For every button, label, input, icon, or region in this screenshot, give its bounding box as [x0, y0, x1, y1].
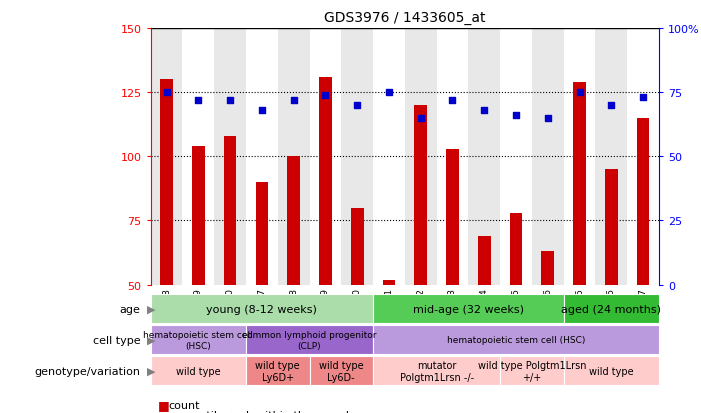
Bar — [246, 325, 373, 355]
Bar — [383, 280, 395, 285]
Bar — [437, 29, 468, 285]
Point — [224, 97, 236, 104]
Bar — [573, 83, 586, 285]
Text: aged (24 months): aged (24 months) — [562, 304, 661, 314]
Text: young (8-12 weeks): young (8-12 weeks) — [207, 304, 318, 314]
Text: percentile rank within the sample: percentile rank within the sample — [168, 410, 356, 413]
Text: wild type: wild type — [589, 366, 634, 376]
Text: wild type
Ly6D+: wild type Ly6D+ — [255, 360, 300, 382]
Text: cell type: cell type — [93, 335, 140, 345]
Text: ▶: ▶ — [147, 304, 156, 314]
Bar — [341, 29, 373, 285]
Bar — [350, 208, 364, 285]
Bar — [373, 294, 564, 324]
Point — [542, 115, 553, 122]
Bar — [151, 325, 246, 355]
Bar — [215, 29, 246, 285]
Text: mutator
Polgtm1Lrsn -/-: mutator Polgtm1Lrsn -/- — [400, 360, 474, 382]
Bar — [192, 147, 205, 285]
Bar — [151, 294, 373, 324]
Bar — [637, 119, 649, 285]
Text: hematopoietic stem cell
(HSC): hematopoietic stem cell (HSC) — [144, 330, 253, 350]
Bar — [287, 157, 300, 285]
Bar — [246, 356, 310, 386]
Bar — [246, 29, 278, 285]
Bar — [310, 356, 373, 386]
Bar — [446, 149, 459, 285]
Point — [415, 115, 426, 122]
Text: hematopoietic stem cell (HSC): hematopoietic stem cell (HSC) — [447, 336, 585, 344]
Bar — [500, 29, 532, 285]
Text: wild type: wild type — [176, 366, 221, 376]
Bar — [627, 29, 659, 285]
Bar — [319, 78, 332, 285]
Text: ▶: ▶ — [147, 366, 156, 376]
Point — [637, 95, 648, 101]
Point — [383, 90, 395, 96]
Bar — [500, 356, 564, 386]
Bar — [532, 29, 564, 285]
Title: GDS3976 / 1433605_at: GDS3976 / 1433605_at — [324, 11, 486, 25]
Bar — [373, 29, 405, 285]
Text: common lymphoid progenitor
(CLP): common lymphoid progenitor (CLP) — [243, 330, 376, 350]
Bar — [373, 356, 500, 386]
Text: genotype/variation: genotype/variation — [34, 366, 140, 376]
Bar — [161, 80, 173, 285]
Bar — [256, 183, 268, 285]
Point — [161, 90, 172, 96]
Bar — [468, 29, 500, 285]
Point — [320, 92, 331, 99]
Text: age: age — [119, 304, 140, 314]
Point — [352, 102, 363, 109]
Point — [257, 107, 268, 114]
Bar — [404, 29, 437, 285]
Point — [288, 97, 299, 104]
Text: ▶: ▶ — [147, 335, 156, 345]
Text: mid-age (32 weeks): mid-age (32 weeks) — [413, 304, 524, 314]
Bar — [595, 29, 627, 285]
Point — [606, 102, 617, 109]
Bar — [182, 29, 215, 285]
Bar — [151, 356, 246, 386]
Bar — [478, 236, 491, 285]
Point — [574, 90, 585, 96]
Bar — [564, 294, 659, 324]
Text: ■: ■ — [158, 408, 170, 413]
Bar — [605, 170, 618, 285]
Bar — [564, 29, 595, 285]
Bar — [564, 356, 659, 386]
Bar — [151, 29, 182, 285]
Point — [510, 113, 522, 119]
Point — [193, 97, 204, 104]
Text: count: count — [168, 400, 200, 410]
Bar — [510, 213, 522, 285]
Bar — [414, 106, 427, 285]
Point — [447, 97, 458, 104]
Text: ■: ■ — [158, 398, 170, 411]
Bar — [278, 29, 310, 285]
Text: wild type Polgtm1Lrsn
+/+: wild type Polgtm1Lrsn +/+ — [477, 360, 586, 382]
Bar — [373, 325, 659, 355]
Bar — [541, 252, 554, 285]
Bar — [310, 29, 341, 285]
Text: wild type
Ly6D-: wild type Ly6D- — [319, 360, 364, 382]
Point — [479, 107, 490, 114]
Bar — [224, 136, 236, 285]
